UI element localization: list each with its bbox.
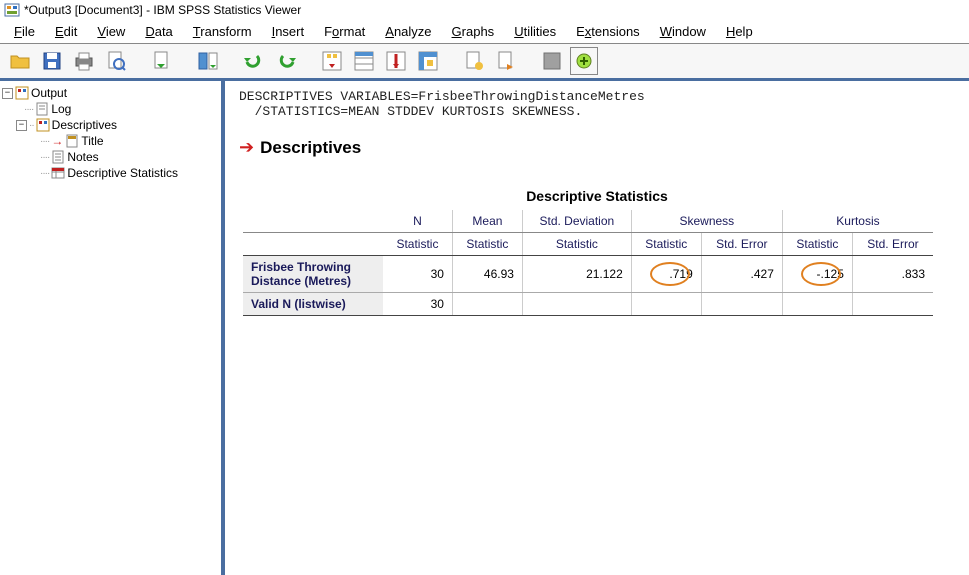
window-title: *Output3 [Document3] - IBM SPSS Statisti… — [24, 3, 301, 17]
output-content: DESCRIPTIVES VARIABLES=FrisbeeThrowingDi… — [225, 81, 969, 575]
col-kurtosis: Kurtosis — [782, 210, 933, 233]
tree-root[interactable]: − Output — [2, 85, 219, 101]
syntax-block: DESCRIPTIVES VARIABLES=FrisbeeThrowingDi… — [239, 89, 955, 119]
tree-notes-label: Notes — [67, 150, 98, 164]
col-stddev: Std. Deviation — [522, 210, 631, 233]
export-icon[interactable] — [148, 47, 176, 75]
folder-icon — [36, 118, 50, 132]
tree-descriptives-label: Descriptives — [52, 118, 117, 132]
tree-descstats-label: Descriptive Statistics — [67, 166, 178, 180]
menu-graphs[interactable]: Graphs — [442, 22, 505, 41]
outline-tree: − Output ···· Log − ·· Descriptives ····… — [0, 81, 225, 575]
tree-log-label: Log — [51, 102, 71, 116]
goto-data-icon[interactable] — [318, 47, 346, 75]
run-icon[interactable] — [492, 47, 520, 75]
menu-bar: File Edit View Data Transform Insert For… — [0, 20, 969, 44]
collapse-icon[interactable]: − — [2, 88, 13, 99]
app-icon — [4, 2, 20, 18]
undo-icon[interactable] — [240, 47, 268, 75]
table-title: Descriptive Statistics — [239, 188, 955, 204]
menu-extensions[interactable]: Extensions — [566, 22, 650, 41]
kurtosis-stat-annotated: -.125 — [782, 256, 852, 293]
insert-text-icon[interactable] — [460, 47, 488, 75]
tree-title[interactable]: ···· → Title — [2, 133, 219, 149]
menu-help[interactable]: Help — [716, 22, 763, 41]
tree-title-label: Title — [81, 134, 103, 148]
designate-icon[interactable] — [538, 47, 566, 75]
output-icon — [15, 86, 29, 100]
skewness-stat-annotated: .719 — [631, 256, 701, 293]
toolbar — [0, 44, 969, 80]
title-bar: *Output3 [Document3] - IBM SPSS Statisti… — [0, 0, 969, 20]
table-icon — [51, 166, 65, 180]
section-title: Descriptives — [260, 138, 361, 158]
section-heading: ➔ Descriptives — [239, 137, 955, 158]
tree-log[interactable]: ···· Log — [2, 101, 219, 117]
dialog-recall-icon[interactable] — [194, 47, 222, 75]
redo-icon[interactable] — [272, 47, 300, 75]
menu-utilities[interactable]: Utilities — [504, 22, 566, 41]
open-icon[interactable] — [6, 47, 34, 75]
collapse-icon[interactable]: − — [16, 120, 27, 131]
col-n: N — [383, 210, 452, 233]
table-row: Frisbee Throwing Distance (Metres) 30 46… — [243, 256, 933, 293]
active-arrow-icon: → — [51, 134, 63, 148]
variables-icon[interactable] — [382, 47, 410, 75]
tree-root-label: Output — [31, 86, 67, 100]
col-skewness: Skewness — [631, 210, 782, 233]
menu-window[interactable]: Window — [650, 22, 716, 41]
menu-file[interactable]: File — [4, 22, 45, 41]
col-mean: Mean — [452, 210, 522, 233]
save-icon[interactable] — [38, 47, 66, 75]
tree-notes[interactable]: ···· Notes — [2, 149, 219, 165]
tree-descstats[interactable]: ···· Descriptive Statistics — [2, 165, 219, 181]
title-icon — [65, 134, 79, 148]
menu-edit[interactable]: Edit — [45, 22, 87, 41]
log-icon — [35, 102, 49, 116]
preview-icon[interactable] — [102, 47, 130, 75]
notes-icon — [51, 150, 65, 164]
section-arrow-icon: ➔ — [239, 137, 254, 158]
menu-analyze[interactable]: Analyze — [375, 22, 441, 41]
menu-insert[interactable]: Insert — [262, 22, 315, 41]
menu-data[interactable]: Data — [135, 22, 182, 41]
table-row: Valid N (listwise) 30 — [243, 293, 933, 316]
goto-case-icon[interactable] — [350, 47, 378, 75]
menu-format[interactable]: Format — [314, 22, 375, 41]
print-icon[interactable] — [70, 47, 98, 75]
add-icon[interactable] — [570, 47, 598, 75]
statistics-table: N Mean Std. Deviation Skewness Kurtosis … — [243, 210, 933, 316]
menu-view[interactable]: View — [87, 22, 135, 41]
select-icon[interactable] — [414, 47, 442, 75]
menu-transform[interactable]: Transform — [183, 22, 262, 41]
tree-descriptives[interactable]: − ·· Descriptives — [2, 117, 219, 133]
